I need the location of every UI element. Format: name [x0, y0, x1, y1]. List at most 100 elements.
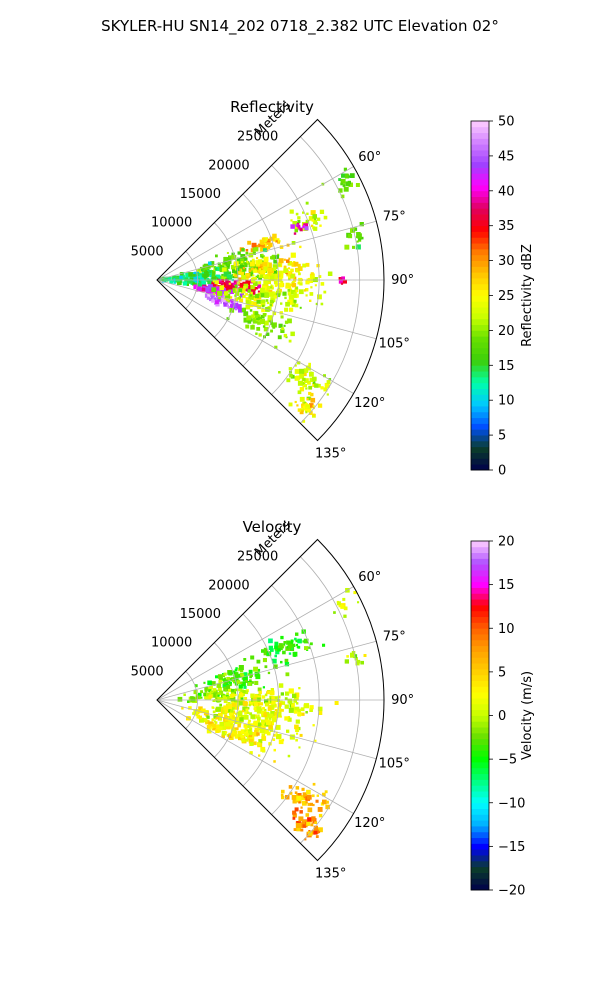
- echo-gate: [268, 281, 271, 284]
- echo-gate: [263, 708, 267, 712]
- echo-gate: [221, 297, 227, 303]
- echo-gate: [325, 800, 329, 804]
- echo-gate: [294, 400, 297, 404]
- colorbar-segment: [471, 756, 489, 763]
- echo-gate: [294, 228, 298, 233]
- echo-gate: [307, 817, 312, 822]
- echo-gate: [275, 650, 280, 655]
- echo-gate: [261, 733, 265, 737]
- echo-gate: [277, 648, 281, 652]
- echo-gate: [229, 296, 233, 299]
- echo-cluster: [321, 167, 360, 199]
- echo-gate: [240, 681, 243, 684]
- echo-gate: [249, 679, 252, 682]
- echo-gate: [249, 727, 253, 731]
- colorbar-segment: [471, 872, 489, 879]
- echo-gate: [239, 693, 244, 698]
- echo-gate: [320, 302, 324, 306]
- colorbar-segment: [471, 826, 489, 833]
- echo-gate: [248, 700, 254, 706]
- colorbar-segment: [471, 866, 489, 873]
- echo-gate: [295, 212, 299, 216]
- azimuth-spoke: [156, 279, 354, 394]
- echo-gate: [285, 301, 290, 307]
- echo-gate: [265, 299, 269, 302]
- echo-gate: [291, 282, 297, 288]
- echo-gate: [261, 649, 265, 653]
- echo-gate: [211, 681, 216, 686]
- echo-gate: [211, 723, 217, 728]
- echo-gate: [227, 696, 231, 700]
- echo-gate: [357, 601, 360, 604]
- colorbar-segment: [471, 837, 489, 844]
- echo-gate: [211, 276, 217, 282]
- colorbar-segment: [471, 272, 489, 279]
- echo-gate: [258, 690, 262, 695]
- colorbar-segment: [471, 365, 489, 372]
- echo-gate: [303, 704, 307, 708]
- echo-gate: [338, 188, 343, 193]
- echo-gate: [198, 706, 203, 711]
- colorbar-segment: [471, 243, 489, 250]
- echo-gate: [273, 664, 278, 669]
- echo-gate: [230, 715, 234, 719]
- echo-gate: [306, 821, 311, 826]
- echo-gate: [261, 308, 265, 313]
- echo-gate: [290, 289, 296, 295]
- colorbar-segment: [471, 126, 489, 134]
- echo-gate: [203, 692, 207, 697]
- echo-gate: [255, 716, 258, 719]
- echo-gate: [307, 408, 312, 413]
- echo-gate: [295, 640, 298, 643]
- echo-gate: [363, 654, 367, 657]
- echo-gate: [253, 732, 258, 737]
- echo-gate: [308, 830, 311, 833]
- echo-gate: [255, 703, 259, 707]
- echo-gate: [220, 282, 224, 286]
- echo-gate: [241, 681, 246, 687]
- echo-gate: [202, 285, 206, 289]
- colorbar-segment: [471, 831, 489, 839]
- echo-gate: [193, 690, 198, 695]
- echo-gate: [274, 645, 278, 650]
- echo-gate: [275, 724, 281, 730]
- echo-gate: [268, 242, 273, 248]
- echo-gate: [238, 710, 243, 715]
- echo-gate: [280, 302, 283, 305]
- colorbar-segment: [471, 785, 489, 792]
- echo-gate: [211, 270, 216, 275]
- echo-gate: [225, 297, 229, 301]
- echo-gate: [245, 297, 251, 302]
- echo-gate: [303, 638, 309, 644]
- echo-gate: [228, 271, 232, 275]
- echo-gate: [263, 256, 269, 262]
- colorbar-segment: [471, 663, 489, 670]
- echo-gate: [269, 275, 275, 280]
- echo-gate: [275, 240, 278, 243]
- echo-gate: [248, 730, 253, 735]
- echo-gate: [263, 237, 268, 243]
- echo-gate: [247, 240, 252, 245]
- echo-gate: [215, 280, 219, 285]
- colorbar-segment: [471, 161, 489, 168]
- echo-gate: [264, 293, 270, 298]
- echo-gate: [251, 681, 254, 684]
- echo-gate: [229, 683, 232, 687]
- echo-gate: [237, 730, 243, 736]
- echo-gate: [288, 257, 291, 260]
- echo-cluster: [338, 276, 347, 285]
- echo-gate: [286, 729, 290, 733]
- echo-gate: [298, 746, 301, 749]
- echo-gate: [179, 272, 184, 276]
- colorbar-tick-label: 40: [498, 184, 515, 199]
- echo-gate: [251, 258, 255, 262]
- echo-gate: [299, 368, 305, 374]
- echo-gate: [250, 284, 255, 290]
- colorbar-tick-label: 50: [498, 115, 515, 130]
- echo-gate: [217, 674, 223, 679]
- echo-gate: [299, 245, 302, 249]
- echo-gate: [284, 320, 289, 324]
- echo-gate: [290, 639, 294, 643]
- echo-gate: [266, 301, 270, 305]
- echo-gate: [289, 791, 293, 795]
